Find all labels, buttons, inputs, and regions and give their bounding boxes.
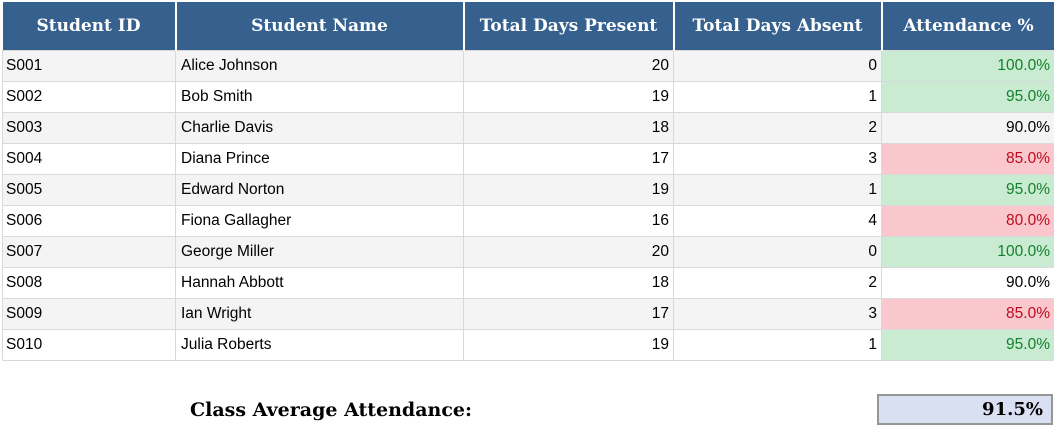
cell-days-present: 20	[463, 236, 674, 268]
cell-attendance-pct: 80.0%	[881, 205, 1054, 237]
cell-days-absent: 2	[673, 267, 882, 299]
cell-student-name: George Miller	[175, 236, 464, 268]
cell-student-name: Alice Johnson	[175, 50, 464, 82]
cell-student-id: S010	[2, 329, 176, 361]
cell-student-name: Julia Roberts	[175, 329, 464, 361]
table-row: S005 Edward Norton 19 1 95.0%	[2, 174, 1054, 206]
column-header-student-name: Student Name	[175, 2, 465, 51]
cell-student-id: S003	[2, 112, 176, 144]
table-row: S003 Charlie Davis 18 2 90.0%	[2, 112, 1054, 144]
cell-days-absent: 0	[673, 50, 882, 82]
cell-student-id: S008	[2, 267, 176, 299]
cell-attendance-pct: 90.0%	[881, 112, 1054, 144]
cell-days-absent: 3	[673, 143, 882, 175]
table-row: S006 Fiona Gallagher 16 4 80.0%	[2, 205, 1054, 237]
column-header-student-id: Student ID	[2, 2, 177, 51]
column-header-days-absent: Total Days Absent	[673, 2, 883, 51]
table-row: S007 George Miller 20 0 100.0%	[2, 236, 1054, 268]
cell-student-name: Ian Wright	[175, 298, 464, 330]
column-header-attendance-pct: Attendance %	[881, 2, 1054, 51]
table-header: Student ID Student Name Total Days Prese…	[2, 2, 1054, 51]
cell-attendance-pct: 95.0%	[881, 81, 1054, 113]
table-row: S004 Diana Prince 17 3 85.0%	[2, 143, 1054, 175]
cell-student-id: S009	[2, 298, 176, 330]
cell-student-id: S002	[2, 81, 176, 113]
cell-attendance-pct: 100.0%	[881, 236, 1054, 268]
cell-attendance-pct: 85.0%	[881, 298, 1054, 330]
class-average-value-cell: 91.5%	[877, 394, 1053, 425]
cell-days-present: 16	[463, 205, 674, 237]
cell-student-id: S007	[2, 236, 176, 268]
table-row: S008 Hannah Abbott 18 2 90.0%	[2, 267, 1054, 299]
class-average-label: Class Average Attendance:	[190, 399, 473, 421]
cell-student-name: Edward Norton	[175, 174, 464, 206]
cell-days-present: 17	[463, 143, 674, 175]
column-header-days-present: Total Days Present	[463, 2, 675, 51]
cell-days-absent: 1	[673, 81, 882, 113]
table-body: S001 Alice Johnson 20 0 100.0% S002 Bob Smith 1…	[2, 50, 1054, 361]
cell-student-name: Diana Prince	[175, 143, 464, 175]
cell-days-absent: 4	[673, 205, 882, 237]
cell-days-present: 19	[463, 329, 674, 361]
cell-student-name: Hannah Abbott	[175, 267, 464, 299]
cell-student-name: Fiona Gallagher	[175, 205, 464, 237]
cell-days-present: 17	[463, 298, 674, 330]
cell-attendance-pct: 95.0%	[881, 329, 1054, 361]
table-row: S009 Ian Wright 17 3 85.0%	[2, 298, 1054, 330]
table-row: S001 Alice Johnson 20 0 100.0%	[2, 50, 1054, 82]
cell-days-absent: 2	[673, 112, 882, 144]
cell-days-present: 19	[463, 81, 674, 113]
header-row: Student ID Student Name Total Days Prese…	[2, 2, 1054, 51]
cell-attendance-pct: 100.0%	[881, 50, 1054, 82]
cell-days-absent: 0	[673, 236, 882, 268]
cell-attendance-pct: 85.0%	[881, 143, 1054, 175]
cell-days-present: 19	[463, 174, 674, 206]
attendance-table: Student ID Student Name Total Days Prese…	[2, 2, 1054, 361]
cell-days-absent: 1	[673, 174, 882, 206]
cell-attendance-pct: 90.0%	[881, 267, 1054, 299]
cell-student-id: S004	[2, 143, 176, 175]
cell-days-present: 18	[463, 267, 674, 299]
table-row: S010 Julia Roberts 19 1 95.0%	[2, 329, 1054, 361]
cell-days-present: 20	[463, 50, 674, 82]
cell-student-id: S001	[2, 50, 176, 82]
cell-student-name: Bob Smith	[175, 81, 464, 113]
cell-student-name: Charlie Davis	[175, 112, 464, 144]
cell-days-absent: 3	[673, 298, 882, 330]
cell-student-id: S005	[2, 174, 176, 206]
cell-days-absent: 1	[673, 329, 882, 361]
cell-student-id: S006	[2, 205, 176, 237]
cell-attendance-pct: 95.0%	[881, 174, 1054, 206]
table-row: S002 Bob Smith 19 1 95.0%	[2, 81, 1054, 113]
cell-days-present: 18	[463, 112, 674, 144]
